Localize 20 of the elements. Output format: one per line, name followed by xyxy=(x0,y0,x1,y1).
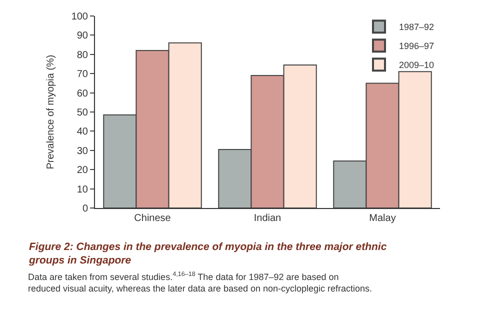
y-tick-label: 70 xyxy=(76,69,88,80)
y-tick-label: 90 xyxy=(76,30,88,42)
x-tick-label: Indian xyxy=(254,213,282,224)
y-tick-label: 50 xyxy=(76,108,88,118)
y-tick-label: 100 xyxy=(71,12,88,22)
legend-label: 2009–10 xyxy=(399,60,434,70)
y-tick-label: 0 xyxy=(82,204,88,214)
text: Data are taken from several studies.$^{4,16–18}$ The data for 1987–92 are based on reduced visual acuity, whereas the later data are based on non-cycloplegic refractions. xyxy=(28,271,372,294)
y-tick-label: 40 xyxy=(76,126,88,138)
y-tick-label: 80 xyxy=(76,50,88,61)
y-axis-title: Prevalence of myopia (%) xyxy=(45,54,56,170)
y-tick-label: 30 xyxy=(76,146,88,157)
y-tick-label: 10 xyxy=(76,184,88,196)
legend-label: 1987–92 xyxy=(399,22,434,32)
x-tick-label: Chinese xyxy=(134,213,172,224)
y-tick-label: 20 xyxy=(76,165,88,176)
y-tick-label: 60 xyxy=(76,88,88,100)
x-tick-label: Malay xyxy=(369,213,396,224)
text: Figure 2: Changes in the prevalence of myopia in the three major ethnic groups in Singapore xyxy=(28,241,387,267)
legend-label: 1996–97 xyxy=(399,41,434,52)
